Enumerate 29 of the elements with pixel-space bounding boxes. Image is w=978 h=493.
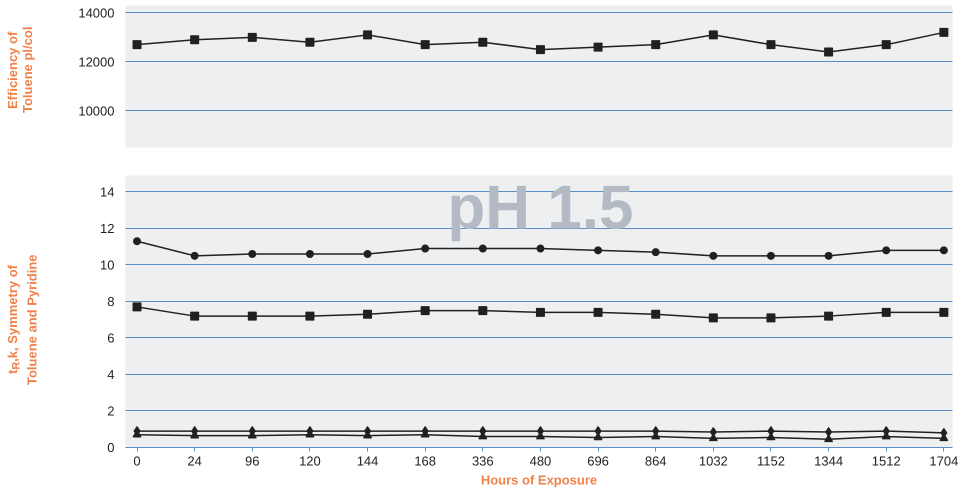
y-tick-label: 14000 <box>78 5 115 20</box>
x-tick-label: 96 <box>245 454 260 468</box>
y-tick-label: 6 <box>107 330 115 346</box>
y-axis-title: Efficiency of Toluene pl/col <box>5 26 36 116</box>
x-tick-label: 480 <box>530 454 552 468</box>
y-tick-label: 0 <box>107 440 115 455</box>
x-tick-label: 144 <box>356 454 378 468</box>
x-tick-label: 24 <box>187 454 202 468</box>
y-tick-label: 10000 <box>78 103 115 118</box>
x-tick-label: 1704 <box>929 454 958 468</box>
x-tick-label: 1032 <box>698 454 728 468</box>
x-tick-label: 0 <box>133 454 141 468</box>
x-tick-label: 120 <box>299 454 321 468</box>
x-tick-label: 696 <box>587 454 609 468</box>
y-tick-label: 12 <box>100 220 115 236</box>
y-tick-label: 4 <box>107 366 115 382</box>
x-tick-label: 864 <box>644 454 667 468</box>
x-axis-title: Hours of Exposure <box>480 472 598 488</box>
y-tick-label: 2 <box>107 403 115 418</box>
y-tick-label: 14 <box>100 184 115 200</box>
x-tick-label: 168 <box>414 454 436 468</box>
x-tick-label: 1512 <box>872 454 901 468</box>
x-tick-label: 1152 <box>756 454 785 468</box>
y-tick-label: 8 <box>107 294 115 309</box>
y-tick-label: 10 <box>100 257 115 272</box>
annotation: pH 1.5 <box>447 174 634 243</box>
x-tick-label: 1344 <box>814 454 844 468</box>
x-tick-label: 336 <box>472 454 494 468</box>
y-tick-label: 12000 <box>78 54 115 70</box>
